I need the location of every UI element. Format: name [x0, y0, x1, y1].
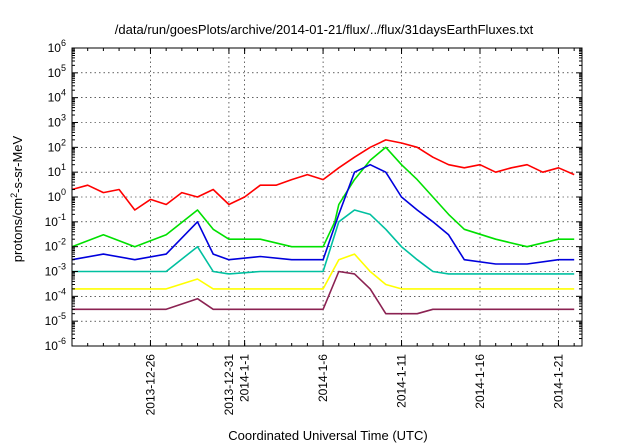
x-axis: 2013-12-26 2013-12-31 2014-1-1 2014-1-6 2014… [87, 48, 575, 416]
x-tick-label: 2014-1-6 [316, 354, 330, 402]
y-tick-label: 10-1 [45, 212, 66, 229]
y-axis-label: protons/cm2-s-sr-MeV [9, 135, 25, 262]
x-axis-label: Coordinated Universal Time (UTC) [228, 428, 427, 443]
y-tick-label: 10-3 [45, 262, 66, 279]
series-line-6 [72, 270, 575, 315]
series-line-3 [71, 163, 575, 265]
y-tick-label: 102 [48, 137, 66, 154]
x-tick-label: 2013-12-26 [143, 354, 157, 416]
y-tick-label: 101 [48, 162, 66, 179]
y-tick-label: 105 [48, 63, 66, 80]
y-axis-label-base: protons/cm [10, 198, 25, 262]
y-tick-label: 106 [48, 38, 66, 55]
x-tick-label: 2014-1-21 [551, 354, 565, 409]
y-tick-label: 103 [48, 113, 66, 130]
y-tick-label: 10-4 [45, 286, 66, 303]
series-group [71, 139, 575, 315]
x-tick-label: 2013-12-31 [222, 354, 236, 416]
x-tick-label: 2014-1-11 [395, 354, 409, 408]
y-tick-label: 100 [48, 187, 66, 204]
y-axis: 10-6 10-5 10-4 10-3 10-2 10-1 100 101 102 103 104 1… [45, 38, 582, 353]
y-axis-label-rest: -s-sr-MeV [10, 135, 25, 192]
y-axis-label-sup: 2 [9, 193, 19, 198]
x-tick-label: 2014-1-1 [238, 354, 252, 402]
series-line-5 [72, 253, 575, 290]
x-tick-label: 2014-1-16 [473, 354, 487, 409]
chart-title: /data/run/goesPlots/archive/2014-01-21/f… [115, 22, 534, 37]
series-line-1 [71, 139, 575, 211]
y-tick-label: 10-5 [45, 311, 66, 328]
y-tick-label: 10-6 [45, 336, 66, 353]
series-line-4 [72, 209, 575, 275]
y-tick-label: 104 [48, 88, 66, 105]
y-tick-label: 10-2 [45, 237, 66, 254]
